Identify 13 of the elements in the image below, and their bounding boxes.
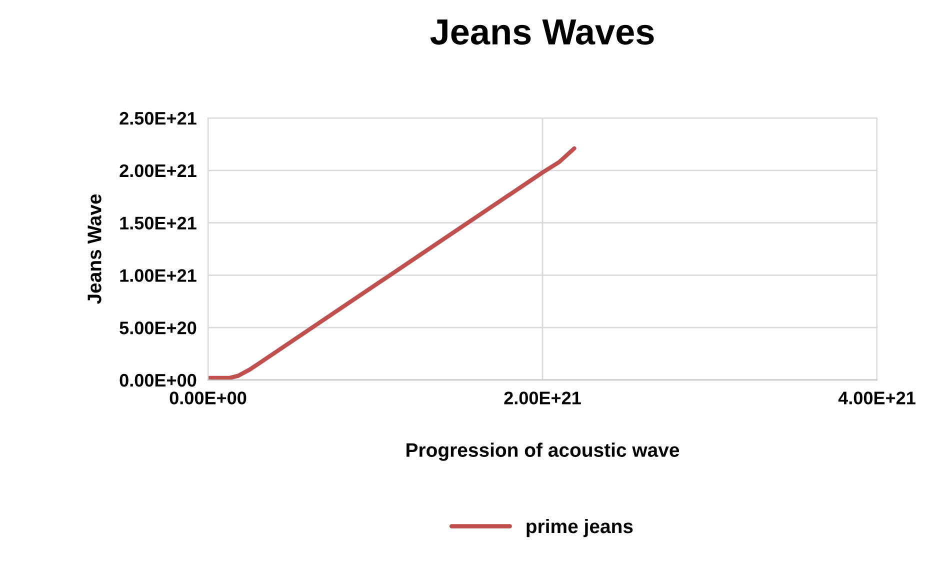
y-tick-label: 1.00E+21 <box>120 269 196 282</box>
y-tick-label: 0.00E+00 <box>120 374 196 387</box>
x-tick-label: 4.00E+21 <box>838 392 916 404</box>
x-tick-label: 2.00E+21 <box>504 392 581 404</box>
legend-label: prime jeans <box>526 518 633 538</box>
chart-title: Jeans Waves <box>430 19 654 45</box>
y-tick-label: 2.50E+21 <box>120 112 196 125</box>
y-axis-title: Jeans Wave <box>88 194 102 304</box>
y-tick-label: 5.00E+20 <box>120 322 196 334</box>
x-tick-label: 0.00E+00 <box>170 392 246 404</box>
y-tick-label: 1.50E+21 <box>120 216 196 230</box>
y-tick-label: 2.00E+21 <box>120 164 196 178</box>
x-axis-title: Progression of acoustic wave <box>406 442 680 461</box>
